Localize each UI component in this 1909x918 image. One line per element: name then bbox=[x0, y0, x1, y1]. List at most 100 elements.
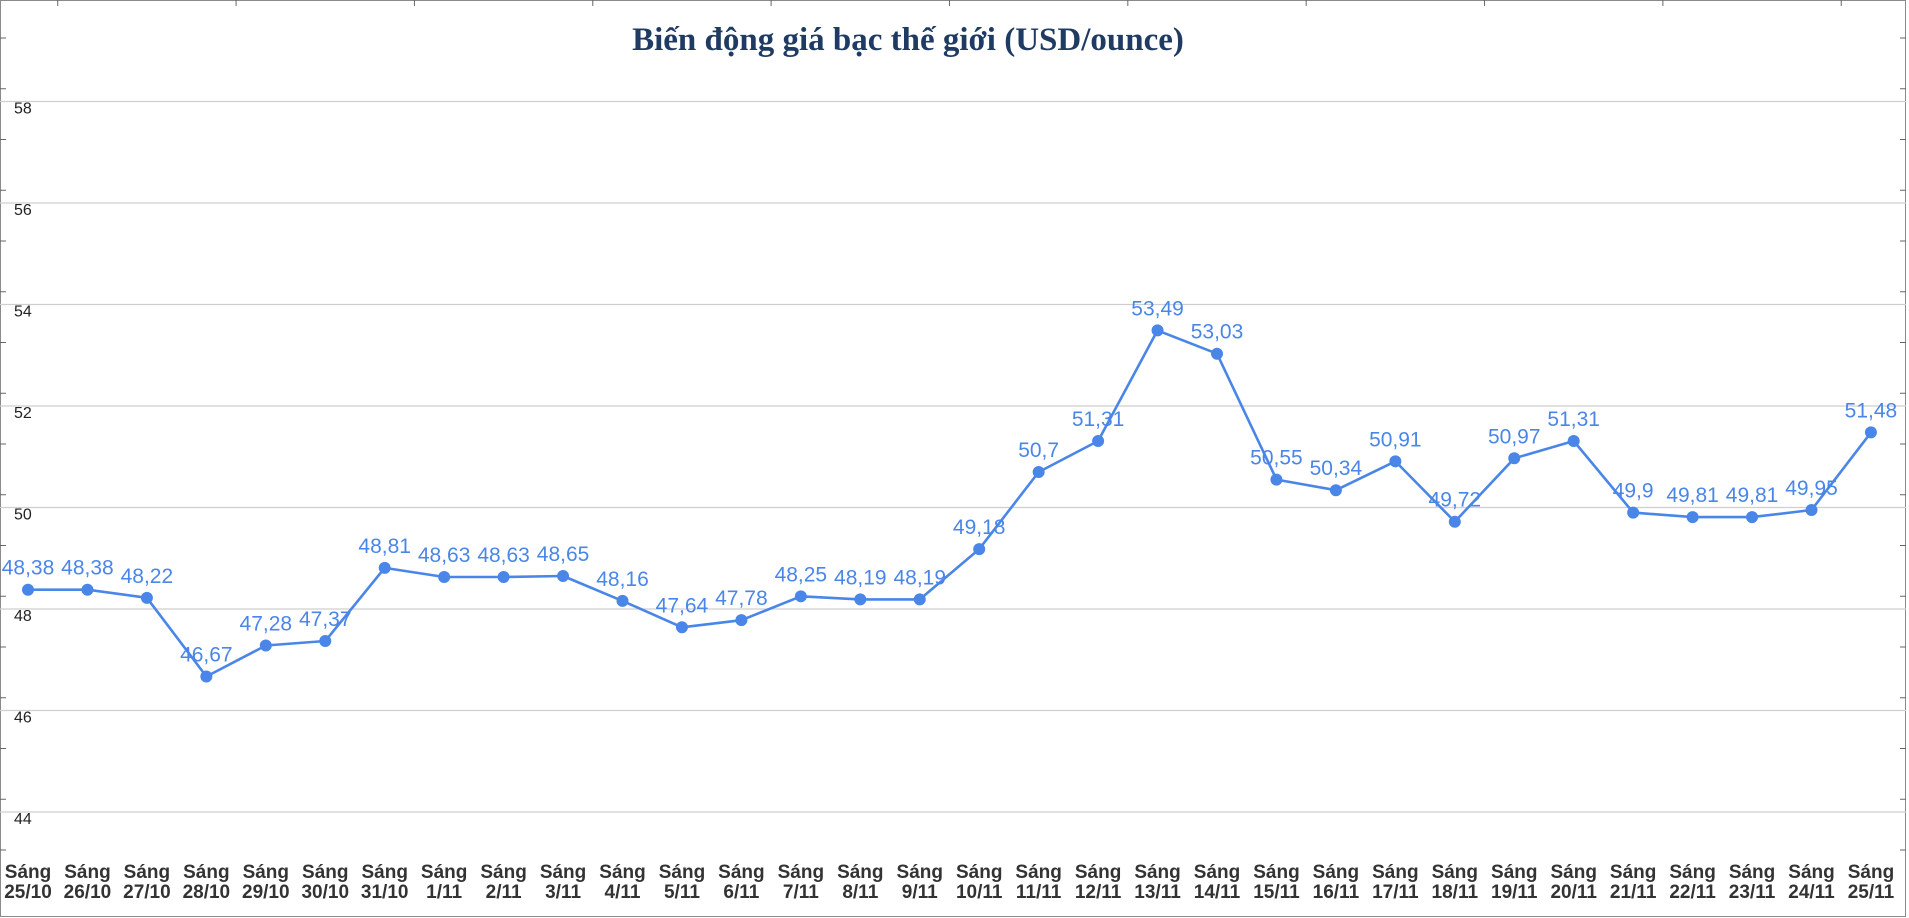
data-point bbox=[200, 670, 213, 683]
x-tick-label-line1: Sáng bbox=[302, 862, 348, 883]
x-tick-label: Sáng 17/11 bbox=[1372, 862, 1419, 903]
x-tick-label-line2: 22/11 bbox=[1669, 882, 1716, 903]
x-tick-label-line1: Sáng bbox=[1550, 862, 1596, 883]
x-tick-label-line2: 5/11 bbox=[664, 882, 700, 903]
x-tick-label: Sáng 10/11 bbox=[956, 862, 1003, 903]
data-label: 50,7 bbox=[1018, 439, 1059, 462]
data-label: 49,81 bbox=[1726, 484, 1779, 507]
x-tick-label: Sáng 26/10 bbox=[64, 862, 112, 903]
x-tick-label: Sáng 22/11 bbox=[1669, 862, 1716, 903]
data-label: 53,49 bbox=[1131, 297, 1184, 320]
y-axis-ticks: 44 46 48 50 52 54 56 58 bbox=[14, 101, 32, 829]
frame-edge-ticks bbox=[0, 0, 1906, 851]
data-label: 48,63 bbox=[477, 544, 530, 567]
data-point bbox=[497, 571, 510, 584]
x-tick-label-line1: Sáng bbox=[1372, 862, 1418, 883]
x-tick-label-line1: Sáng bbox=[1075, 862, 1121, 883]
x-tick-label: Sáng 14/11 bbox=[1194, 862, 1241, 903]
x-tick-label-line1: Sáng bbox=[64, 862, 110, 883]
x-tick-label: Sáng 25/10 bbox=[4, 862, 52, 903]
data-label: 50,34 bbox=[1310, 457, 1363, 480]
x-tick-label-line2: 17/11 bbox=[1372, 882, 1419, 903]
x-tick-label-line2: 9/11 bbox=[902, 882, 938, 903]
x-tick-label: Sáng 16/11 bbox=[1313, 862, 1360, 903]
data-label: 48,81 bbox=[358, 535, 411, 558]
data-point bbox=[735, 614, 748, 627]
x-tick-label-line2: 7/11 bbox=[783, 882, 819, 903]
x-tick-label-line1: Sáng bbox=[659, 862, 705, 883]
data-label: 49,18 bbox=[953, 516, 1006, 539]
y-tick-label: 52 bbox=[14, 405, 32, 422]
x-tick-label: Sáng 24/11 bbox=[1788, 862, 1835, 903]
x-tick-label: Sáng 31/10 bbox=[361, 862, 409, 903]
x-tick-label-line1: Sáng bbox=[1669, 862, 1715, 883]
data-point bbox=[1686, 511, 1699, 524]
x-tick-label-line2: 27/10 bbox=[123, 882, 171, 903]
x-tick-label-line2: 19/11 bbox=[1491, 882, 1538, 903]
data-label: 48,38 bbox=[61, 557, 114, 580]
data-point bbox=[794, 590, 807, 603]
data-label: 51,48 bbox=[1845, 399, 1898, 422]
data-label: 48,63 bbox=[418, 544, 471, 567]
x-tick-label-line2: 25/11 bbox=[1848, 882, 1895, 903]
data-label: 50,97 bbox=[1488, 425, 1541, 448]
data-point bbox=[913, 593, 926, 606]
x-tick-label: Sáng 13/11 bbox=[1134, 862, 1181, 903]
x-tick-label-line1: Sáng bbox=[1610, 862, 1656, 883]
x-tick-label: Sáng 15/11 bbox=[1253, 862, 1300, 903]
x-tick-label-line1: Sáng bbox=[1313, 862, 1359, 883]
data-point bbox=[973, 543, 986, 556]
data-point bbox=[1448, 515, 1461, 528]
data-point bbox=[1270, 473, 1283, 486]
data-point bbox=[22, 583, 34, 596]
data-label: 51,31 bbox=[1547, 408, 1600, 431]
x-tick-label-line2: 13/11 bbox=[1134, 882, 1181, 903]
data-point bbox=[1864, 426, 1877, 439]
data-label: 47,28 bbox=[240, 613, 293, 636]
x-tick-label-line1: Sáng bbox=[897, 862, 943, 883]
x-tick-label-line1: Sáng bbox=[956, 862, 1002, 883]
x-tick-label-line2: 14/11 bbox=[1194, 882, 1241, 903]
data-label: 48,16 bbox=[596, 568, 649, 591]
data-label: 49,81 bbox=[1666, 484, 1719, 507]
x-tick-label-line1: Sáng bbox=[718, 862, 764, 883]
data-label: 53,03 bbox=[1191, 321, 1244, 344]
data-point bbox=[81, 583, 94, 596]
x-tick-label-line2: 1/11 bbox=[426, 882, 462, 903]
x-tick-label-line2: 26/10 bbox=[64, 882, 112, 903]
x-tick-label-line1: Sáng bbox=[1253, 862, 1299, 883]
data-label: 50,91 bbox=[1369, 428, 1422, 451]
y-tick-label: 46 bbox=[14, 710, 32, 727]
data-point bbox=[1508, 452, 1521, 465]
x-tick-label: Sáng 25/11 bbox=[1848, 862, 1895, 903]
y-tick-label: 54 bbox=[14, 304, 32, 321]
x-tick-label-line2: 31/10 bbox=[361, 882, 409, 903]
x-tick-label: Sáng 12/11 bbox=[1075, 862, 1122, 903]
x-tick-label: Sáng 11/11 bbox=[1015, 862, 1061, 903]
data-label: 49,95 bbox=[1785, 477, 1838, 500]
data-point bbox=[616, 594, 629, 607]
x-tick-label-line1: Sáng bbox=[1491, 862, 1537, 883]
x-tick-label: Sáng 23/11 bbox=[1729, 862, 1776, 903]
x-tick-label-line1: Sáng bbox=[599, 862, 645, 883]
x-tick-label-line1: Sáng bbox=[1432, 862, 1478, 883]
x-tick-label-line1: Sáng bbox=[1848, 862, 1894, 883]
x-tick-label-line2: 29/10 bbox=[242, 882, 290, 903]
x-tick-label-line1: Sáng bbox=[1134, 862, 1180, 883]
x-tick-label-line2: 30/10 bbox=[301, 882, 349, 903]
y-tick-label: 48 bbox=[14, 608, 32, 625]
data-labels: 48,38 48,38 48,22 46,67 47,28 47,37 48,81 48,63… bbox=[2, 297, 1898, 666]
x-tick-label-line2: 15/11 bbox=[1253, 882, 1300, 903]
x-tick-label: Sáng 27/10 bbox=[123, 862, 171, 903]
x-tick-label: Sáng 7/11 bbox=[778, 862, 824, 903]
data-label: 48,22 bbox=[121, 565, 174, 588]
data-label: 48,65 bbox=[537, 543, 590, 566]
x-tick-label-line2: 23/11 bbox=[1729, 882, 1776, 903]
data-point bbox=[1151, 324, 1164, 337]
data-points bbox=[22, 324, 1877, 683]
x-tick-label-line2: 10/11 bbox=[956, 882, 1003, 903]
data-point bbox=[1211, 347, 1223, 360]
data-point bbox=[1746, 511, 1759, 524]
data-label: 47,78 bbox=[715, 587, 768, 610]
